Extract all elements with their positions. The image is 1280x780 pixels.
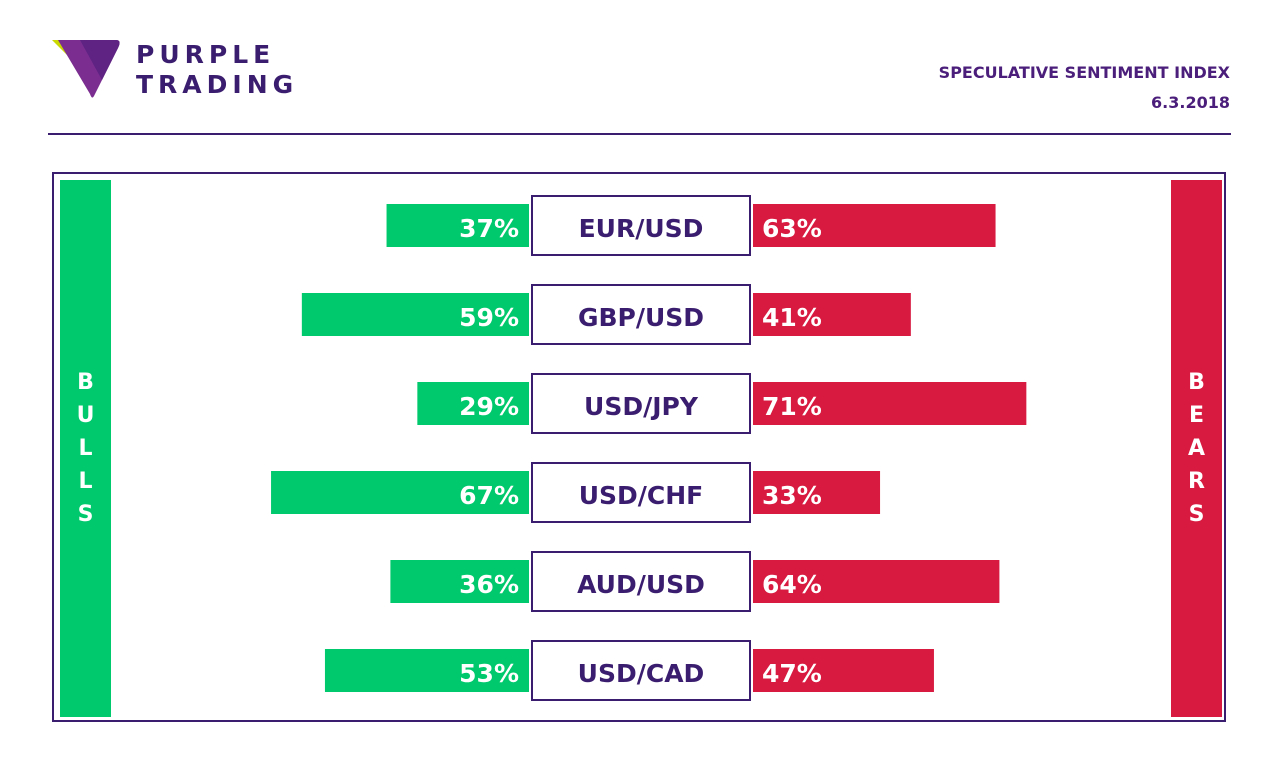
bulls-label-letter: S bbox=[77, 502, 94, 527]
pair-box-4 bbox=[531, 551, 751, 612]
purple-diamond-logo-icon bbox=[52, 40, 120, 98]
bulls-percent-2: 29% bbox=[459, 392, 519, 421]
header-info: SPECULATIVE SENTIMENT INDEX 6.3.2018 bbox=[939, 58, 1230, 118]
bears-bar-2 bbox=[753, 382, 1027, 425]
bulls-bar-4 bbox=[390, 560, 529, 603]
bears-percent-5: 47% bbox=[762, 659, 822, 688]
index-title: SPECULATIVE SENTIMENT INDEX bbox=[938, 63, 1230, 82]
pair-box-2 bbox=[531, 373, 751, 434]
index-date: 6.3.2018 bbox=[1151, 93, 1230, 112]
bulls-percent-5: 53% bbox=[459, 659, 519, 688]
bulls-bar-3 bbox=[271, 471, 529, 514]
bulls-percent-1: 59% bbox=[459, 303, 519, 332]
bears-label-letter: E bbox=[1188, 403, 1205, 428]
brand-logo: PURPLE TRADING bbox=[52, 38, 312, 102]
brand-wordmark: PURPLE TRADING bbox=[136, 40, 298, 100]
bulls-percent-4: 36% bbox=[459, 570, 519, 599]
bulls-percent-3: 67% bbox=[459, 481, 519, 510]
bears-percent-1: 41% bbox=[762, 303, 822, 332]
pair-box-5 bbox=[531, 640, 751, 701]
bears-percent-0: 63% bbox=[762, 214, 822, 243]
bears-percent-2: 71% bbox=[762, 392, 822, 421]
bulls-percent-0: 37% bbox=[459, 214, 519, 243]
bulls-label-letter: L bbox=[78, 469, 93, 494]
bulls-label-letter: L bbox=[78, 436, 93, 461]
pair-label-1: GBP/USD bbox=[578, 303, 704, 332]
bears-bar-1 bbox=[753, 293, 911, 336]
bears-percent-3: 33% bbox=[762, 481, 822, 510]
brand-line-2: TRADING bbox=[136, 70, 299, 99]
bears-bar-3 bbox=[753, 471, 881, 514]
bears-bar-4 bbox=[753, 560, 1000, 603]
bulls-bar-0 bbox=[386, 204, 529, 247]
pair-label-0: EUR/USD bbox=[579, 214, 704, 243]
bears-label-letter: R bbox=[1188, 469, 1205, 494]
bears-bar-5 bbox=[753, 649, 934, 692]
pair-box-0 bbox=[531, 195, 751, 256]
bears-bar-0 bbox=[753, 204, 996, 247]
bulls-bar-2 bbox=[417, 382, 529, 425]
bulls-label-letter: U bbox=[76, 403, 95, 428]
pair-box-1 bbox=[531, 284, 751, 345]
pair-label-2: USD/JPY bbox=[584, 392, 699, 421]
pair-label-5: USD/CAD bbox=[578, 659, 705, 688]
pair-label-3: USD/CHF bbox=[579, 481, 704, 510]
pair-box-3 bbox=[531, 462, 751, 523]
chart-frame bbox=[52, 172, 1226, 722]
brand-line-1: PURPLE bbox=[136, 40, 276, 69]
pair-label-4: AUD/USD bbox=[577, 570, 705, 599]
bears-percent-4: 64% bbox=[762, 570, 822, 599]
bears-label-letter: B bbox=[1188, 370, 1205, 395]
bulls-label-letter: B bbox=[77, 370, 94, 395]
bulls-bar-5 bbox=[324, 649, 529, 692]
bears-label-letter: A bbox=[1187, 436, 1206, 461]
bulls-bar-1 bbox=[301, 293, 529, 336]
bears-label-letter: S bbox=[1188, 502, 1205, 527]
header-divider bbox=[48, 133, 1231, 135]
